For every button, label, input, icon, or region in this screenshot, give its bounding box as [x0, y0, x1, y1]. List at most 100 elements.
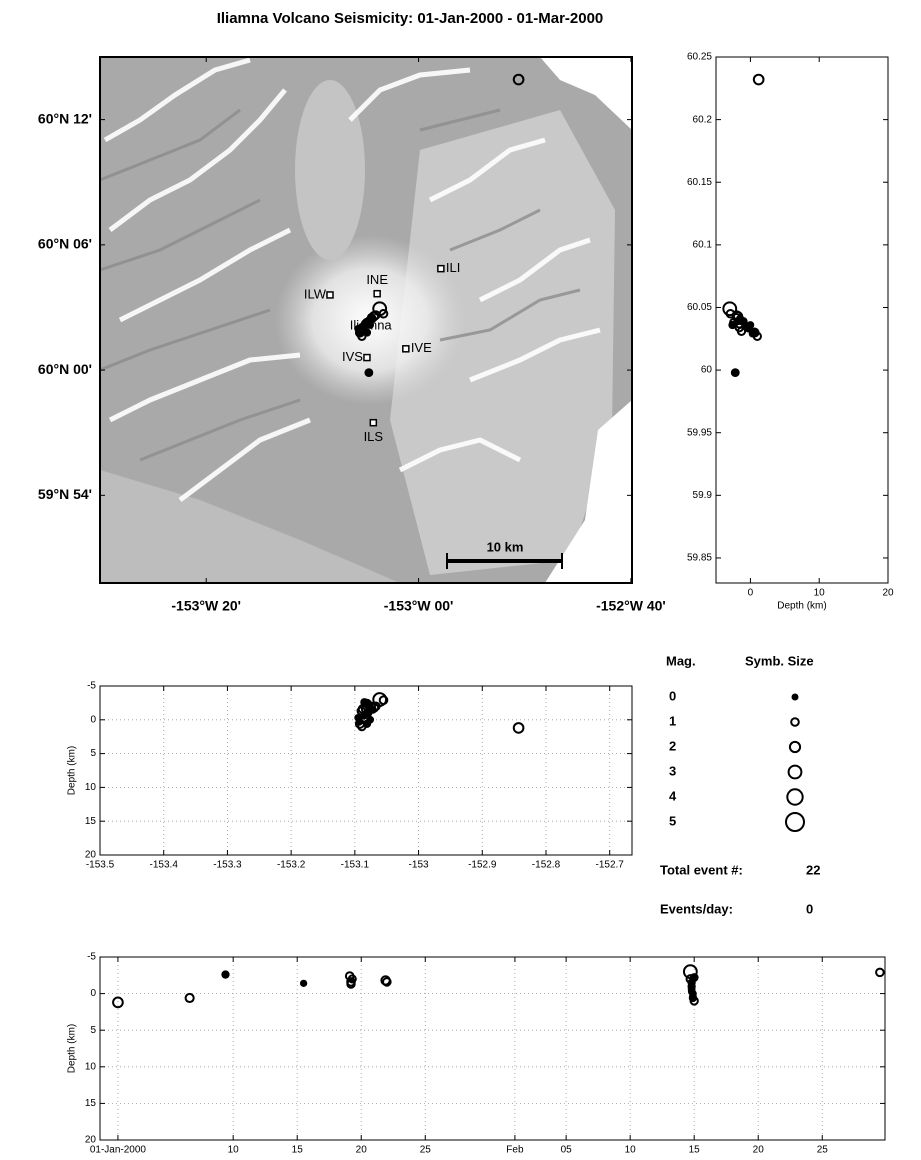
legend-symbol	[793, 695, 798, 700]
y-tick-label: 0	[90, 714, 96, 725]
x-tick-label: 15	[292, 1145, 304, 1156]
x-tick-label: 10	[814, 588, 826, 599]
legend-mag: 3	[669, 763, 676, 778]
event	[367, 322, 373, 328]
y-tick-label: 59.9	[693, 490, 713, 501]
plot-frame	[100, 957, 885, 1140]
legend-mag: 0	[669, 688, 676, 703]
y-tick-label: 59.85	[687, 553, 712, 564]
y-tick-label: 10	[85, 1061, 97, 1072]
y-tick-label: 60.05	[687, 302, 712, 313]
y-tick-label: 60.2	[693, 114, 713, 125]
y-tick-label: 20	[85, 850, 97, 861]
station	[438, 266, 444, 272]
x-tick-label: -153°W 00'	[384, 598, 454, 614]
legend-header: Mag.	[666, 653, 696, 668]
legend-symbol	[787, 789, 802, 804]
y-tick-label: 15	[85, 816, 97, 827]
y-tick-label: 60.1	[693, 239, 713, 250]
x-tick-label: 0	[748, 588, 754, 599]
x-tick-label: -153.1	[341, 860, 370, 871]
y-tick-label: -5	[87, 681, 96, 692]
legend-symbol	[789, 766, 802, 779]
legend-mag: 4	[669, 788, 677, 803]
event	[732, 369, 739, 376]
x-tick-label: 10	[625, 1145, 637, 1156]
legend-mag: 1	[669, 713, 676, 728]
y-axis-label: Depth (km)	[67, 746, 78, 795]
y-tick-label: 5	[90, 1025, 96, 1036]
x-axis-label: Depth (km)	[777, 601, 826, 612]
y-tick-label: 60°N 12'	[38, 110, 92, 126]
station	[370, 420, 376, 426]
x-tick-label: -152.8	[532, 860, 561, 871]
x-tick-label: -152.9	[468, 860, 497, 871]
x-tick-label: -152.7	[596, 860, 625, 871]
y-tick-label: 60	[701, 365, 713, 376]
y-tick-label: 60°N 06'	[38, 236, 92, 252]
stat-label: Events/day:	[660, 901, 733, 916]
legend-symbol	[790, 742, 800, 752]
stat-label: Total event #:	[660, 862, 743, 877]
x-tick-label: -152°W 40'	[596, 598, 666, 614]
figure: Iliamna Volcano Seismicity: 01-Jan-2000 …	[0, 0, 921, 1160]
x-tick-label: 15	[689, 1145, 701, 1156]
station	[327, 292, 333, 298]
y-tick-label: 10	[85, 782, 97, 793]
event	[691, 974, 698, 981]
y-tick-label: 59.95	[687, 427, 712, 438]
event	[222, 971, 228, 977]
event	[301, 981, 306, 986]
y-axis-label: Depth (km)	[67, 1024, 78, 1073]
station-label: IVE	[411, 340, 432, 355]
legend-symbol	[791, 718, 799, 726]
stat-value: 22	[806, 862, 820, 877]
y-tick-label: -5	[87, 952, 96, 963]
station-label: ILI	[446, 260, 460, 275]
y-tick-label: 5	[90, 748, 96, 759]
x-tick-label: -153°W 20'	[171, 598, 241, 614]
station	[364, 355, 370, 361]
legend-header: Symb. Size	[745, 653, 814, 668]
x-tick-label: -153	[409, 860, 429, 871]
station-label: ILW	[304, 286, 327, 301]
x-tick-label: -153.5	[86, 860, 115, 871]
y-tick-label: 0	[90, 988, 96, 999]
event	[365, 369, 372, 376]
x-tick-label: 10	[228, 1145, 240, 1156]
y-tick-label: 20	[85, 1135, 97, 1146]
legend-symbol	[786, 813, 804, 831]
station-label: ILS	[364, 429, 384, 444]
legend-mag: 2	[669, 738, 676, 753]
x-tick-label: 01-Jan-2000	[90, 1145, 147, 1156]
event	[754, 75, 764, 85]
x-tick-label: 20	[356, 1145, 368, 1156]
event	[876, 969, 884, 977]
x-tick-label: -153.2	[277, 860, 306, 871]
y-tick-label: 60.25	[687, 52, 712, 63]
x-tick-label: 20	[882, 588, 894, 599]
x-tick-label: 25	[420, 1145, 432, 1156]
x-tick-label: -153.4	[150, 860, 179, 871]
station-label: INE	[366, 272, 388, 287]
stat-value: 0	[806, 901, 813, 916]
figure-title: Iliamna Volcano Seismicity: 01-Jan-2000 …	[217, 10, 604, 27]
legend-mag: 5	[669, 813, 676, 828]
x-tick-label: 25	[817, 1145, 829, 1156]
y-tick-label: 60°N 00'	[38, 361, 92, 377]
event	[748, 322, 754, 328]
station	[403, 346, 409, 352]
x-tick-label: Feb	[506, 1145, 524, 1156]
event	[514, 723, 524, 733]
event	[365, 702, 372, 709]
y-tick-label: 59°N 54'	[38, 486, 92, 502]
x-tick-label: 05	[561, 1145, 573, 1156]
x-tick-label: 20	[753, 1145, 765, 1156]
station	[374, 291, 380, 297]
scale-bar-label: 10 km	[487, 539, 524, 554]
y-tick-label: 15	[85, 1098, 97, 1109]
event	[186, 994, 194, 1002]
y-tick-label: 60.15	[687, 177, 712, 188]
x-tick-label: -153.3	[213, 860, 242, 871]
station-label: IVS	[342, 349, 363, 364]
